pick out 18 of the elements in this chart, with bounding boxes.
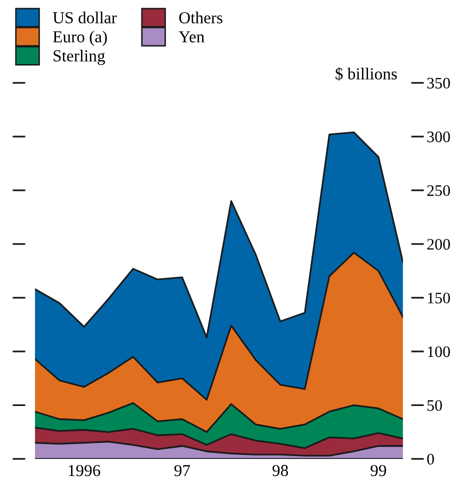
legend-label: Euro (a) [53, 30, 107, 46]
y-tick-label: 100 [428, 346, 450, 358]
y-tick-label: 300 [427, 132, 450, 142]
y-tick-label: 350 [427, 78, 450, 89]
legend-label: Sterling [54, 50, 105, 65]
y-tick-label: 250 [427, 185, 450, 196]
y-tick-label: 200 [427, 238, 450, 250]
x-tick-label: 1996 [68, 464, 100, 476]
y-tick-label: 50 [428, 400, 442, 411]
y-tick-label: 150 [428, 292, 450, 304]
x-tick-label: 98 [272, 464, 288, 476]
legend-label: Yen [178, 31, 204, 42]
y-axis-title: $ billions [336, 67, 397, 81]
legend-label: US dollar [52, 12, 117, 24]
x-tick-label: 97 [174, 464, 190, 476]
y-tick-label: 0 [427, 454, 434, 465]
x-tick-label: 99 [370, 464, 386, 476]
legend-label: Others [179, 12, 222, 24]
